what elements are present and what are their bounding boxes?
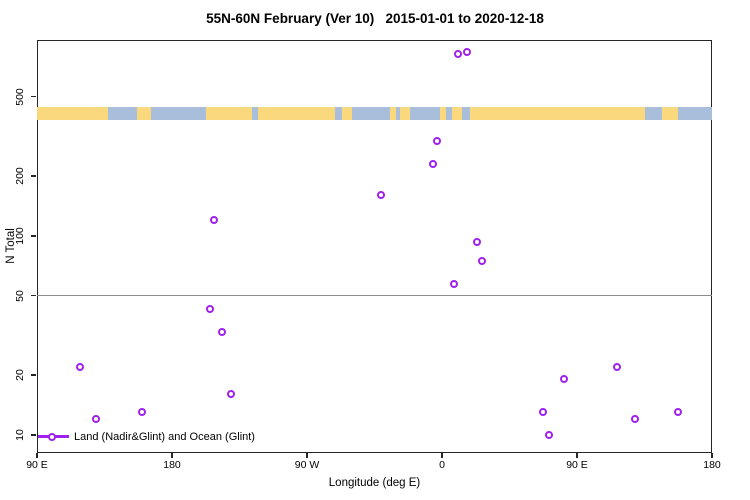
map-strip-ocean-segment <box>151 107 206 120</box>
data-point <box>137 408 146 417</box>
map-strip-land-segment <box>342 107 352 120</box>
map-strip-ocean-segment <box>645 107 662 120</box>
y-tick-label-text: 200 <box>14 167 26 185</box>
map-strip-ocean-segment <box>678 107 712 120</box>
map-strip-land-segment <box>452 107 462 120</box>
map-strip-land-segment <box>390 107 396 120</box>
data-point <box>76 362 85 371</box>
chart-title: 55N-60N February (Ver 10) 2015-01-01 to … <box>206 11 544 26</box>
data-point <box>429 159 437 168</box>
x-tick-mark <box>36 453 38 458</box>
y-tick-label-text: 500 <box>14 87 26 106</box>
map-strip-ocean-segment <box>335 107 342 120</box>
x-tick-mark <box>441 453 443 458</box>
data-point <box>545 430 554 439</box>
map-strip-land-segment <box>137 107 151 120</box>
map-strip-land-segment <box>662 107 678 120</box>
x-axis-title: Longitude (deg E) <box>328 477 421 489</box>
data-point <box>209 216 218 225</box>
map-strip-ocean-segment <box>396 107 400 120</box>
y-axis-title-text: N Total <box>5 228 17 264</box>
reference-line-50 <box>37 294 712 297</box>
map-strip-land-segment <box>470 107 645 120</box>
map-strip-land-segment <box>258 107 335 120</box>
legend-circle-marker-icon <box>48 432 56 441</box>
data-point <box>226 390 235 399</box>
data-point <box>472 238 481 247</box>
y-tick-label-text: 50 <box>14 289 26 302</box>
data-point <box>217 327 226 336</box>
map-strip-ocean-segment <box>446 107 452 120</box>
data-point <box>560 375 569 384</box>
data-point <box>450 280 458 289</box>
y-tick-mark <box>31 434 36 436</box>
data-point <box>91 415 100 424</box>
map-strip-ocean-segment <box>410 107 440 120</box>
y-tick-mark <box>31 374 36 376</box>
legend-label: Land (Nadir&Glint) and Ocean (Glint) <box>74 430 255 443</box>
x-tick-mark <box>306 453 308 458</box>
data-point <box>478 256 487 265</box>
y-tick-mark <box>31 235 36 237</box>
data-point <box>206 304 215 313</box>
map-strip-land-segment <box>440 107 446 120</box>
data-point <box>376 190 385 199</box>
map-strip-ocean-segment <box>352 107 390 120</box>
y-tick-mark <box>31 95 36 98</box>
x-tick-label: 90 E <box>566 459 588 471</box>
map-strip-ocean-segment <box>108 107 137 120</box>
data-point <box>613 362 622 371</box>
x-tick-mark <box>171 453 173 458</box>
map-strip-ocean-segment <box>252 107 258 120</box>
y-tick-label-text: 10 <box>14 428 26 441</box>
y-tick-label-text: 20 <box>14 369 26 381</box>
x-tick-label: 180 <box>163 459 181 471</box>
map-strip-land-segment <box>400 107 410 120</box>
y-tick-mark <box>31 175 36 177</box>
data-point <box>454 49 463 58</box>
x-tick-label: 0 <box>439 459 445 471</box>
data-point <box>433 136 442 145</box>
x-tick-label: 90 E <box>26 459 48 471</box>
map-strip-land-segment <box>37 107 108 120</box>
data-point <box>674 408 683 417</box>
map-strip-ocean-segment <box>462 107 470 120</box>
data-point <box>463 47 472 56</box>
x-tick-label: 180 <box>703 459 721 471</box>
y-tick-mark <box>31 294 36 297</box>
plot-area-border <box>37 40 712 453</box>
data-point <box>631 415 640 424</box>
x-tick-mark <box>576 453 578 458</box>
data-point <box>538 408 547 417</box>
x-tick-label: 90 W <box>294 459 320 471</box>
x-tick-mark <box>711 453 713 458</box>
map-strip-land-segment <box>206 107 252 120</box>
